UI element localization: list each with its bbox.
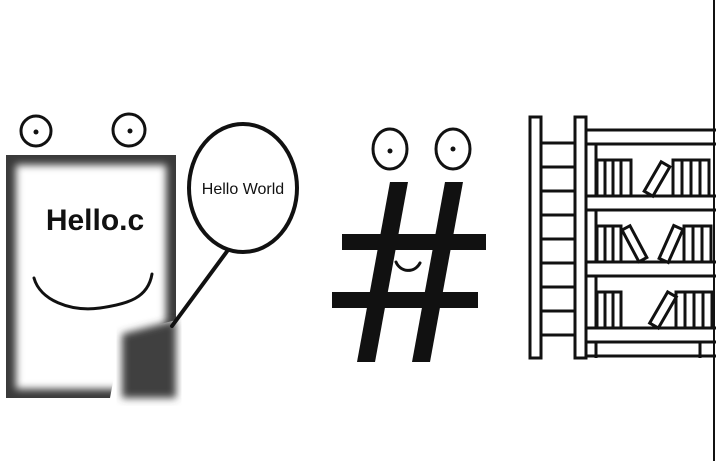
speech-bubble-icon: Hello World: [170, 122, 299, 328]
c-source-file-icon: Hello.c: [6, 112, 176, 398]
hash-smile: [394, 260, 422, 272]
file-right-eye: [111, 112, 147, 148]
file-smile: [32, 272, 154, 311]
hash-symbol-icon: [332, 127, 486, 362]
file-name-label: Hello.c: [46, 204, 144, 237]
hash-right-eye: [434, 127, 472, 171]
hash-left-eye: [371, 127, 409, 171]
speech-bubble-text: Hello World: [202, 181, 284, 198]
file-left-eye: [19, 114, 53, 148]
bookshelf-icon: [528, 115, 716, 360]
ladder: [528, 115, 588, 360]
